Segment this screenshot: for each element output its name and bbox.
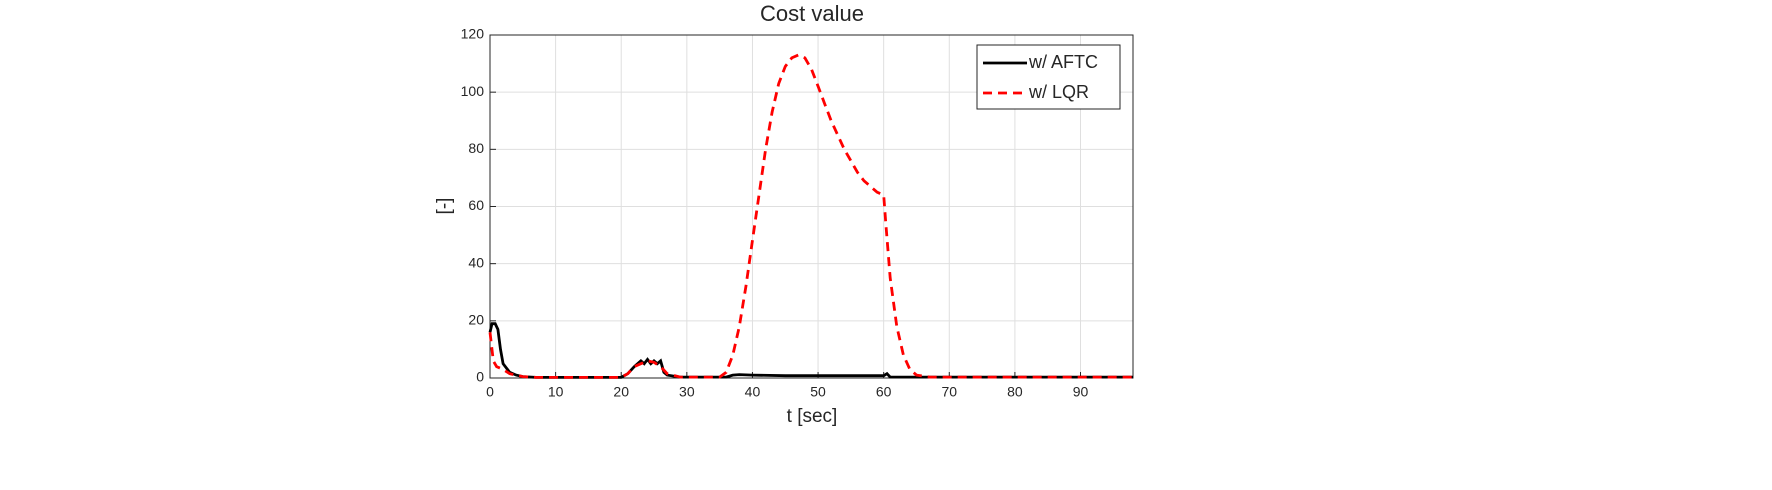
y-tick-label: 0 [476,369,484,385]
x-tick-label: 50 [810,384,826,400]
axes-box [489,34,1134,379]
legend-box [976,44,1121,110]
y-tick-label: 100 [461,83,485,99]
y-tick-label: 60 [468,197,484,213]
x-tick-label: 70 [941,384,957,400]
data-line [488,53,1133,379]
y-tick-label: 20 [468,312,484,328]
chart-title: Cost value [760,1,864,26]
x-tick-label: 0 [486,384,494,400]
x-tick-label: 60 [876,384,892,400]
legend-label: w/ AFTC [1028,52,1098,72]
y-axis-label: [-] [434,198,455,215]
x-tick-label: 30 [679,384,695,400]
data-line [488,322,1133,379]
legend-label: w/ LQR [1028,82,1089,102]
x-tick-label: 10 [548,384,564,400]
x-tick-label: 20 [613,384,629,400]
x-axis-label: t [sec] [787,406,838,427]
x-tick-label: 80 [1007,384,1023,400]
x-tick-label: 40 [745,384,761,400]
y-tick-label: 40 [468,254,484,270]
y-tick-label: 120 [461,26,485,42]
y-tick-label: 80 [468,140,484,156]
x-tick-label: 90 [1073,384,1089,400]
